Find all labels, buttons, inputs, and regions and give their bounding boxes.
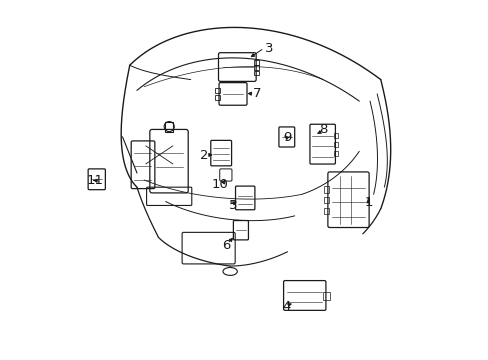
Text: 10: 10 [211,178,228,191]
Text: 7: 7 [252,87,261,100]
Text: 5: 5 [228,199,237,212]
Bar [322,292,329,300]
Bar [164,122,173,132]
Bar [323,197,328,203]
Text: 6: 6 [221,239,229,252]
Bar [254,71,259,75]
Bar [254,65,259,70]
Text: 1: 1 [365,196,373,209]
Bar [323,208,328,214]
Bar [334,142,337,147]
Text: 2: 2 [200,149,208,162]
Bar [254,60,259,64]
Bar [215,88,220,93]
Text: 4: 4 [282,300,290,313]
Text: 9: 9 [282,131,290,144]
Text: 3: 3 [264,41,273,54]
Bar [334,151,337,156]
Bar [215,95,220,100]
Bar [323,186,328,193]
Text: 8: 8 [319,123,327,136]
Text: 11: 11 [86,174,103,187]
Bar [334,134,337,138]
